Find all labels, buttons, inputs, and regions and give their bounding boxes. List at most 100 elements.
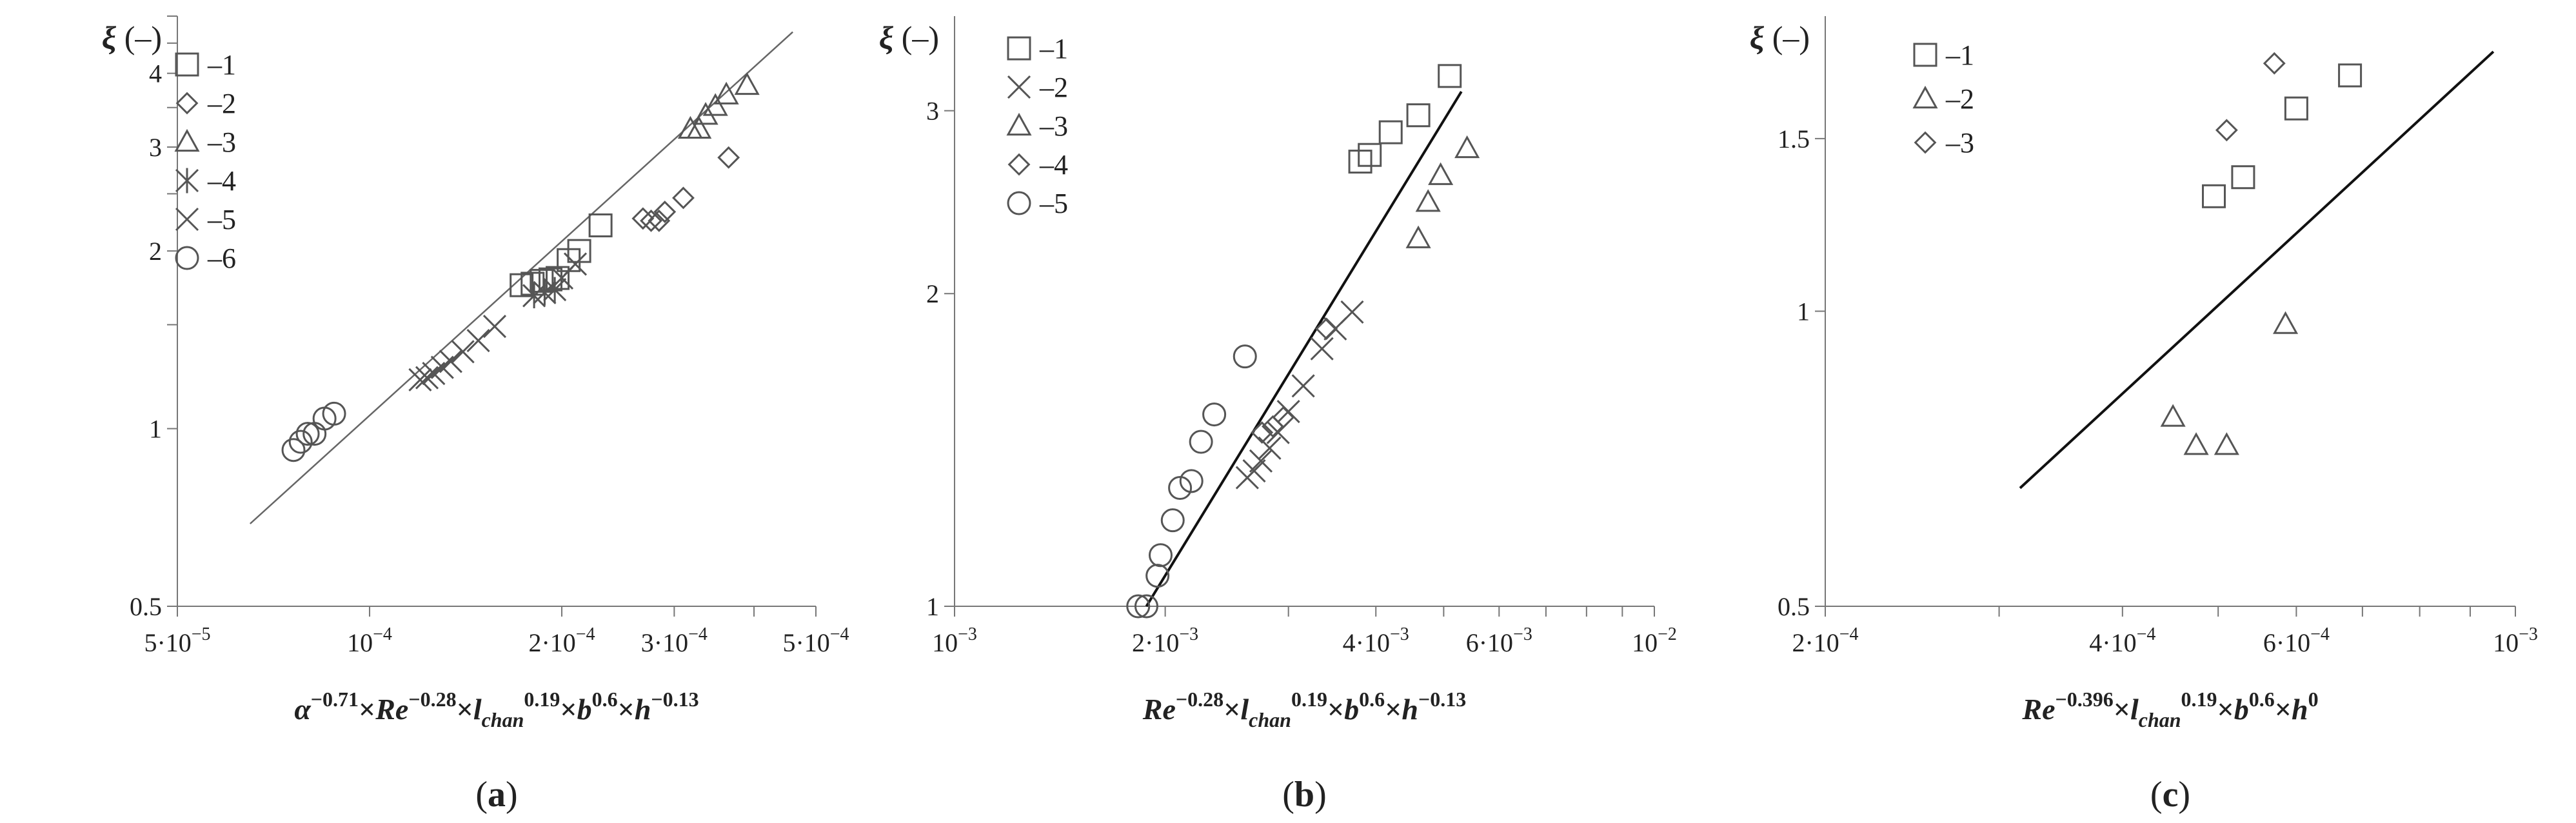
- data-point-diamond: [1315, 317, 1338, 341]
- y-tick-label: 0.5: [1778, 592, 1810, 621]
- legend-marker-square: [1913, 43, 1937, 67]
- data-point-cross: [1242, 459, 1266, 483]
- data-point-square: [1348, 150, 1372, 174]
- data-point-cross: [451, 340, 475, 364]
- legend-marker-cross: [175, 207, 199, 232]
- legend: –1 –2 –3 –4 –5 –6: [174, 49, 236, 274]
- series-triangle: [1405, 135, 1480, 248]
- data-point-circle: [1160, 508, 1185, 533]
- x-axis-label: Re−0.28×lchan0.19×b0.6×h−0.13: [1142, 688, 1466, 731]
- legend-label: –2: [1039, 72, 1068, 103]
- data-point-circle: [1134, 594, 1158, 619]
- y-axis-label: ξ (–): [1750, 19, 1810, 55]
- x-tick-label: 10−3: [932, 624, 977, 657]
- legend-marker-triangle: [1006, 112, 1032, 136]
- legend-marker-cross: [1007, 75, 1031, 99]
- data-point-square: [1378, 120, 1403, 144]
- data-point-diamond: [2263, 52, 2286, 75]
- data-point-cross: [466, 328, 490, 353]
- data-point-diamond: [653, 201, 677, 223]
- legend-label: –3: [1039, 110, 1068, 142]
- legend-marker-circle: [175, 246, 199, 270]
- panel-a: 0.5 1 2 3 4 5·10−5 10−4 2·10−4 3·10−4 5·10−4 ξ (–)…: [102, 15, 849, 815]
- y-tick-label: 0.5: [130, 592, 162, 621]
- data-point-triangle: [2273, 311, 2299, 334]
- data-point-asterisk: [543, 277, 567, 302]
- data-point-triangle: [1428, 162, 1454, 185]
- data-point-circle: [1148, 543, 1173, 568]
- data-point-square: [1358, 143, 1382, 167]
- fit-line: [2019, 50, 2495, 490]
- x-tick-label: 2·10−3: [1132, 624, 1198, 657]
- data-point-diamond: [1251, 421, 1274, 444]
- y-tick-label: 2: [149, 237, 162, 266]
- data-point-circle: [1233, 344, 1257, 369]
- series-diamond: [2215, 52, 2286, 142]
- data-point-diamond: [672, 186, 695, 210]
- series-circle: [1126, 344, 1257, 619]
- fit-line: [1145, 90, 1463, 608]
- data-point-triangle: [1405, 225, 1431, 248]
- legend-label: –6: [207, 243, 236, 274]
- series-cross: [408, 252, 588, 392]
- data-point-cross: [1340, 300, 1364, 324]
- legend-label: –3: [207, 126, 236, 158]
- series-circle: [281, 401, 346, 462]
- data-point-diamond: [648, 209, 671, 232]
- data-point-circle: [322, 401, 346, 426]
- x-tick-label: 5·10−4: [782, 624, 849, 657]
- data-point-square: [2284, 96, 2308, 121]
- x-tick-label: 10−3: [2493, 624, 2538, 657]
- data-point-triangle: [702, 93, 728, 116]
- legend-label: –1: [1039, 33, 1068, 64]
- data-point-triangle: [713, 81, 739, 104]
- y-tick-label: 2: [926, 279, 939, 308]
- y-axis-label: ξ (–): [879, 19, 939, 55]
- data-point-circle: [1168, 476, 1193, 501]
- data-point-square: [1438, 64, 1462, 88]
- data-point-square: [2201, 184, 2226, 208]
- legend-marker-diamond: [1007, 153, 1031, 176]
- legend-label: –1: [207, 49, 236, 81]
- data-point-triangle: [1415, 189, 1441, 212]
- x-axis-label: α−0.71×Re−0.28×lchan0.19×b0.6×h−0.13: [294, 688, 698, 731]
- legend-label: –5: [207, 204, 236, 235]
- panel-label: (b): [1282, 775, 1326, 815]
- y-tick-label: 1: [149, 415, 162, 444]
- x-axis-label: Re−0.396×lchan0.19×b0.6×h0: [2021, 688, 2318, 731]
- x-tick-label: 4·10−3: [1343, 624, 1409, 657]
- x-tick-label: 2·10−4: [1792, 624, 1858, 657]
- y-tick-label: 4: [149, 59, 162, 88]
- legend-marker-square: [1007, 36, 1031, 61]
- y-tick-label: 1.5: [1778, 124, 1810, 154]
- series-triangle: [677, 72, 760, 139]
- x-tick-label: 4·10−4: [2089, 624, 2155, 657]
- data-point-circle: [1179, 469, 1204, 493]
- data-point-triangle: [693, 102, 718, 125]
- x-tick-label: 6·10−3: [1466, 624, 1532, 657]
- legend-label: –2: [207, 88, 236, 119]
- data-point-triangle: [2183, 432, 2209, 455]
- data-point-diamond: [640, 209, 662, 232]
- series-diamond: [1251, 317, 1338, 444]
- data-point-circle: [295, 422, 320, 446]
- data-point-square: [2338, 63, 2363, 88]
- data-point-diamond: [2215, 119, 2238, 142]
- legend: –1 –2 –3: [1912, 39, 1974, 159]
- data-point-triangle: [2214, 432, 2239, 455]
- data-point-diamond: [631, 207, 655, 230]
- legend-label: –5: [1039, 188, 1068, 219]
- data-point-cross: [1310, 337, 1334, 361]
- legend-marker-diamond: [1914, 131, 1937, 154]
- series-triangle: [2160, 311, 2299, 455]
- data-point-square: [588, 213, 613, 237]
- series-asterisk: [522, 277, 567, 308]
- legend-marker-triangle: [1912, 85, 1938, 109]
- data-point-cross: [482, 315, 507, 339]
- data-point-circle: [281, 438, 306, 462]
- legend-label: –2: [1945, 83, 1974, 115]
- x-tick-label: 10−2: [1632, 624, 1677, 657]
- panel-b: 1 2 3 10−3 2·10−3 4·10−3 6·10−3 10−2 ξ (–) Re−0.2…: [879, 16, 1677, 815]
- data-point-triangle: [2160, 404, 2186, 427]
